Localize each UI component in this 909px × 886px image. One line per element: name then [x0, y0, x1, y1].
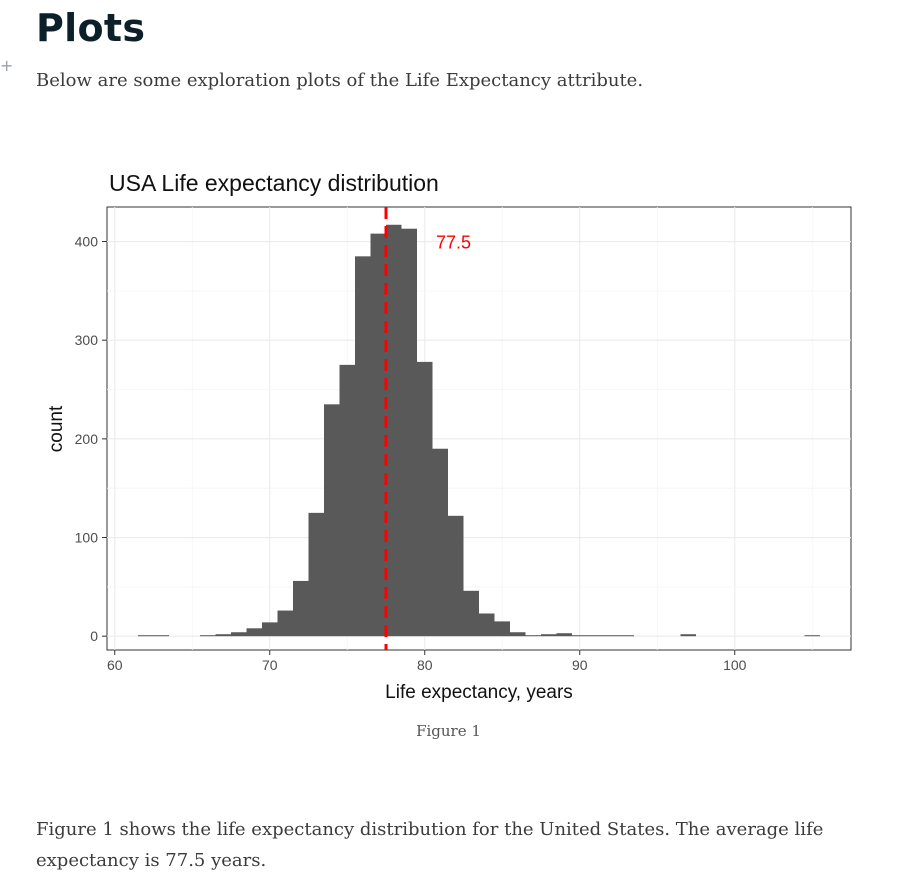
- y-tick-label: 100: [75, 530, 99, 546]
- add-block-icon[interactable]: +: [0, 56, 14, 75]
- page-title: Plots: [36, 6, 146, 50]
- histogram-bar: [277, 610, 293, 637]
- histogram-bar: [572, 635, 588, 637]
- histogram-bar: [200, 635, 216, 637]
- histogram-bar: [262, 622, 278, 637]
- histogram-bars: [138, 224, 820, 637]
- histogram-bar: [355, 256, 371, 637]
- histogram-bar: [618, 635, 634, 637]
- histogram-bar: [680, 634, 696, 637]
- histogram-chart: USA Life expectancy distribution 77.5 60…: [46, 170, 852, 703]
- x-tick-label: 100: [723, 657, 747, 673]
- histogram-bar: [479, 613, 495, 637]
- histogram-bar: [541, 634, 557, 637]
- histogram-bar: [587, 635, 603, 637]
- histogram-bar: [494, 621, 510, 637]
- mean-label: 77.5: [436, 233, 471, 253]
- x-axis-label: Life expectancy, years: [385, 682, 573, 703]
- plot-panel: [106, 206, 852, 651]
- histogram-bar: [215, 634, 231, 637]
- y-tick-label: 0: [90, 628, 98, 644]
- histogram-bar: [153, 635, 169, 637]
- histogram-bar: [138, 635, 154, 637]
- histogram-bar: [293, 580, 309, 637]
- summary-paragraph: Figure 1 shows the life expectancy distr…: [36, 819, 824, 871]
- histogram-bar: [339, 364, 355, 637]
- histogram-bar: [525, 635, 541, 637]
- histogram-bar: [448, 515, 464, 637]
- x-tick-label: 80: [417, 657, 433, 673]
- histogram-bar: [510, 632, 526, 637]
- histogram-bar: [308, 512, 324, 637]
- y-tick-label: 300: [75, 332, 99, 348]
- x-tick-label: 60: [107, 657, 123, 673]
- histogram-bar: [556, 633, 572, 637]
- histogram-bar: [370, 233, 386, 637]
- mean-line-group: 77.5: [384, 207, 471, 650]
- histogram-bar: [324, 404, 340, 637]
- chart-title: USA Life expectancy distribution: [109, 170, 439, 196]
- histogram-bar: [463, 590, 479, 637]
- intro-paragraph: Below are some exploration plots of the …: [36, 70, 644, 91]
- y-tick-label: 200: [75, 431, 99, 447]
- histogram-bar: [246, 628, 262, 637]
- histogram-bar: [804, 635, 820, 637]
- x-tick-label: 70: [262, 657, 278, 673]
- y-tick-label: 400: [75, 234, 99, 250]
- histogram-bar: [417, 361, 433, 637]
- histogram-bar: [231, 632, 247, 637]
- histogram-bar: [432, 448, 448, 637]
- histogram-bar: [603, 635, 619, 637]
- histogram-bar: [401, 228, 417, 637]
- x-tick-label: 90: [572, 657, 588, 673]
- y-axis-label: count: [46, 405, 67, 452]
- figure-caption: Figure 1: [416, 722, 481, 740]
- axes: 60 70 80 90 100 0 100 200 300 400: [75, 234, 747, 673]
- histogram-bar: [386, 224, 402, 637]
